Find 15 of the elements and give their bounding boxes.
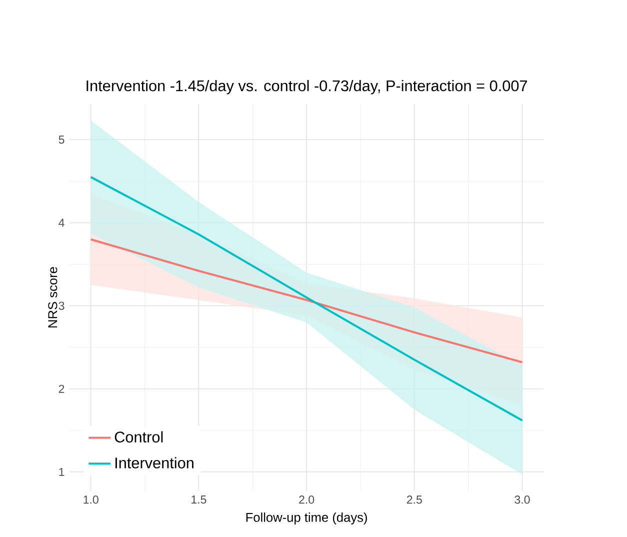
y-axis-title: NRS score [48, 267, 58, 328]
y-tick-label: 5 [58, 136, 64, 144]
chart-title: Intervention -1.45/day vs. control -0.73/day, P-interaction = 0.007 [86, 80, 527, 95]
x-tick-label: 3.0 [514, 496, 530, 504]
y-tick-label: 4 [58, 218, 64, 227]
x-tick-label: 1.5 [192, 496, 206, 504]
y-tick-label: 3 [58, 302, 64, 310]
x-tick-label: 2.5 [406, 496, 422, 504]
x-tick-label: 1.0 [84, 496, 98, 504]
y-tick-label: 1 [59, 468, 64, 476]
x-tick-label: 2.0 [299, 496, 314, 504]
legend-label: Control [114, 431, 163, 443]
x-axis-title: Follow-up time (days) [246, 512, 367, 525]
y-tick-label: 2 [58, 385, 64, 394]
legend-label: Intervention [116, 457, 194, 469]
